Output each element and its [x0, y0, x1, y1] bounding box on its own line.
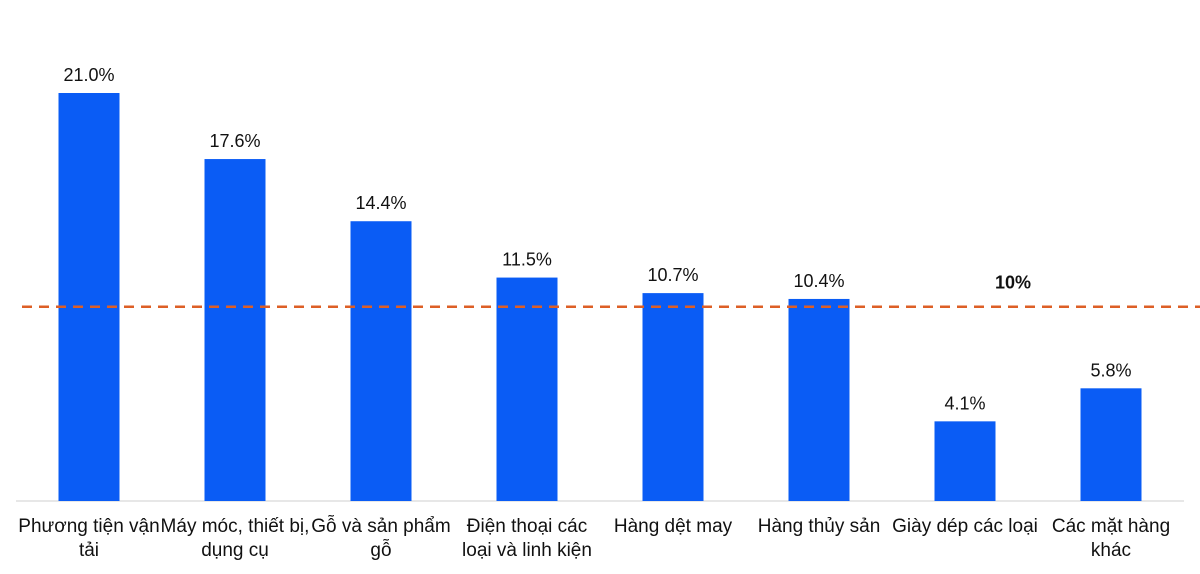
bar — [1080, 388, 1142, 501]
bar — [350, 221, 412, 501]
value-label: 17.6% — [209, 131, 260, 151]
reference-label: 10% — [995, 273, 1031, 293]
value-label: 14.4% — [355, 193, 406, 213]
value-label: 10.7% — [647, 265, 698, 285]
value-label: 11.5% — [502, 250, 552, 270]
x-tick-label: Các mặt hàng khác — [1051, 516, 1171, 561]
x-tick-label: Điện thoại các loại và linh kiện — [462, 516, 592, 561]
x-tick-label: Gỗ và sản phẩm gỗ — [311, 516, 451, 561]
x-tick-label: Hàng thủy sản — [757, 516, 881, 537]
bar — [496, 277, 558, 501]
bar — [58, 93, 120, 501]
x-tick-label: Giày dép các loại — [892, 516, 1038, 537]
bar — [204, 159, 266, 502]
bar — [788, 298, 850, 501]
value-label: 21.0% — [63, 65, 114, 85]
bar — [642, 293, 704, 501]
x-tick-label: Máy móc, thiết bị, dụng cụ — [160, 516, 310, 561]
value-label: 5.8% — [1090, 360, 1131, 380]
bar — [934, 421, 996, 501]
value-label: 4.1% — [944, 393, 985, 413]
value-label: 10.4% — [793, 271, 844, 291]
x-tick-label: Hàng dệt may — [613, 516, 733, 537]
x-tick-label: Phương tiện vận tải — [18, 516, 160, 561]
